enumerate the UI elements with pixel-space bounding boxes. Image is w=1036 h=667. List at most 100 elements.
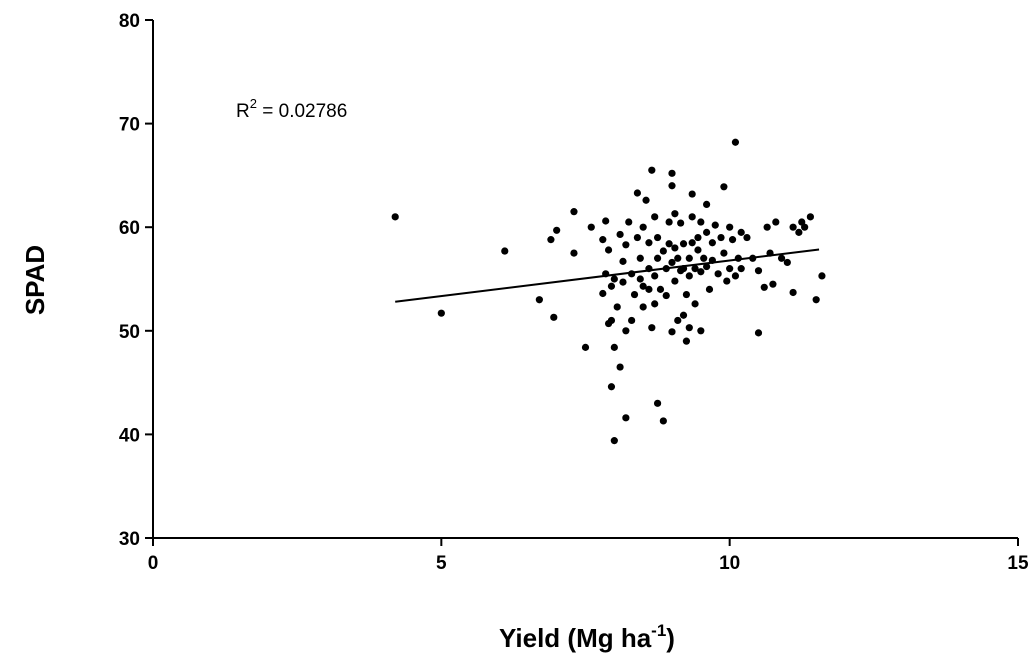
data-point (639, 223, 647, 231)
data-point (665, 218, 673, 226)
data-point (679, 240, 688, 248)
data-point (674, 254, 682, 262)
data-point (651, 213, 659, 221)
y-axis: 30 40 50 60 70 80 (119, 11, 154, 550)
data-point (653, 233, 662, 242)
data-point (688, 190, 696, 198)
data-point (619, 278, 627, 286)
data-point (645, 285, 653, 293)
data-point (772, 218, 780, 226)
data-point (677, 219, 685, 227)
data-point (734, 254, 742, 262)
x-tick-label: 0 (148, 553, 159, 574)
y-axis-title: SPAD (20, 245, 50, 315)
data-point (705, 285, 714, 293)
data-point (671, 244, 679, 252)
data-point (763, 223, 771, 231)
data-point (570, 249, 578, 257)
data-point (613, 303, 621, 311)
data-point (610, 275, 618, 283)
data-point (668, 182, 676, 190)
data-point (625, 218, 633, 226)
data-point (668, 258, 676, 267)
data-point (697, 268, 705, 276)
data-point (607, 383, 616, 391)
data-point (550, 313, 558, 321)
data-point (818, 272, 826, 280)
data-point (665, 240, 673, 248)
data-point (783, 258, 791, 267)
data-point (553, 226, 561, 234)
data-point (636, 275, 644, 283)
data-point (694, 233, 702, 242)
data-point (703, 200, 711, 209)
x-tick-label: 15 (1007, 553, 1029, 574)
data-point (659, 247, 667, 255)
data-point (688, 213, 696, 221)
data-point (659, 417, 667, 425)
data-point (728, 236, 737, 244)
y-tick-label: 40 (119, 425, 140, 446)
data-point (708, 256, 716, 264)
data-point (633, 189, 642, 197)
data-point (570, 208, 578, 216)
data-point (671, 277, 679, 285)
data-point (610, 343, 618, 351)
data-point (547, 236, 555, 244)
data-point (801, 223, 809, 231)
data-point (648, 166, 656, 174)
data-point (630, 290, 639, 299)
data-point (795, 228, 803, 236)
data-point (749, 254, 757, 262)
data-point (777, 254, 786, 262)
data-point (651, 300, 659, 308)
data-point (653, 254, 662, 262)
data-point (636, 254, 644, 262)
data-point (535, 296, 543, 304)
data-point (668, 328, 676, 336)
data-point (700, 254, 708, 262)
data-point (610, 437, 618, 445)
data-point (668, 169, 676, 177)
data-point (737, 265, 745, 273)
y-tick-label: 50 (119, 322, 140, 343)
data-point (616, 230, 624, 239)
data-point (622, 327, 630, 335)
data-point (737, 228, 745, 236)
x-axis-title: Yield (Mg ha-1) (499, 621, 675, 653)
data-point (806, 213, 815, 221)
data-point (812, 296, 820, 304)
r-squared-superscript: 2 (250, 96, 257, 111)
data-point (642, 196, 650, 204)
data-point (731, 138, 740, 146)
data-point (679, 311, 688, 319)
data-point (697, 327, 705, 335)
data-point (602, 270, 610, 278)
data-point (599, 236, 607, 244)
data-point (769, 280, 777, 288)
data-point (437, 309, 445, 317)
data-point (599, 289, 607, 298)
y-tick-label: 70 (119, 115, 140, 136)
data-point (691, 265, 699, 273)
data-point (685, 254, 693, 262)
data-point (602, 217, 610, 225)
data-point (723, 277, 731, 285)
data-point (717, 233, 725, 242)
data-point (789, 223, 797, 231)
y-tick-label: 80 (119, 11, 140, 32)
data-point (653, 399, 662, 407)
data-point (501, 247, 509, 255)
data-point (651, 272, 659, 280)
r-squared-annotation: R2 = 0.02786 (236, 96, 347, 122)
data-point (726, 223, 734, 231)
data-point (694, 246, 702, 254)
data-point (685, 272, 693, 280)
plot-area (391, 138, 826, 445)
data-point (679, 265, 688, 273)
data-point (628, 316, 636, 325)
r-squared-value: = 0.02786 (257, 101, 347, 122)
data-point (616, 363, 624, 371)
data-point (697, 218, 705, 226)
